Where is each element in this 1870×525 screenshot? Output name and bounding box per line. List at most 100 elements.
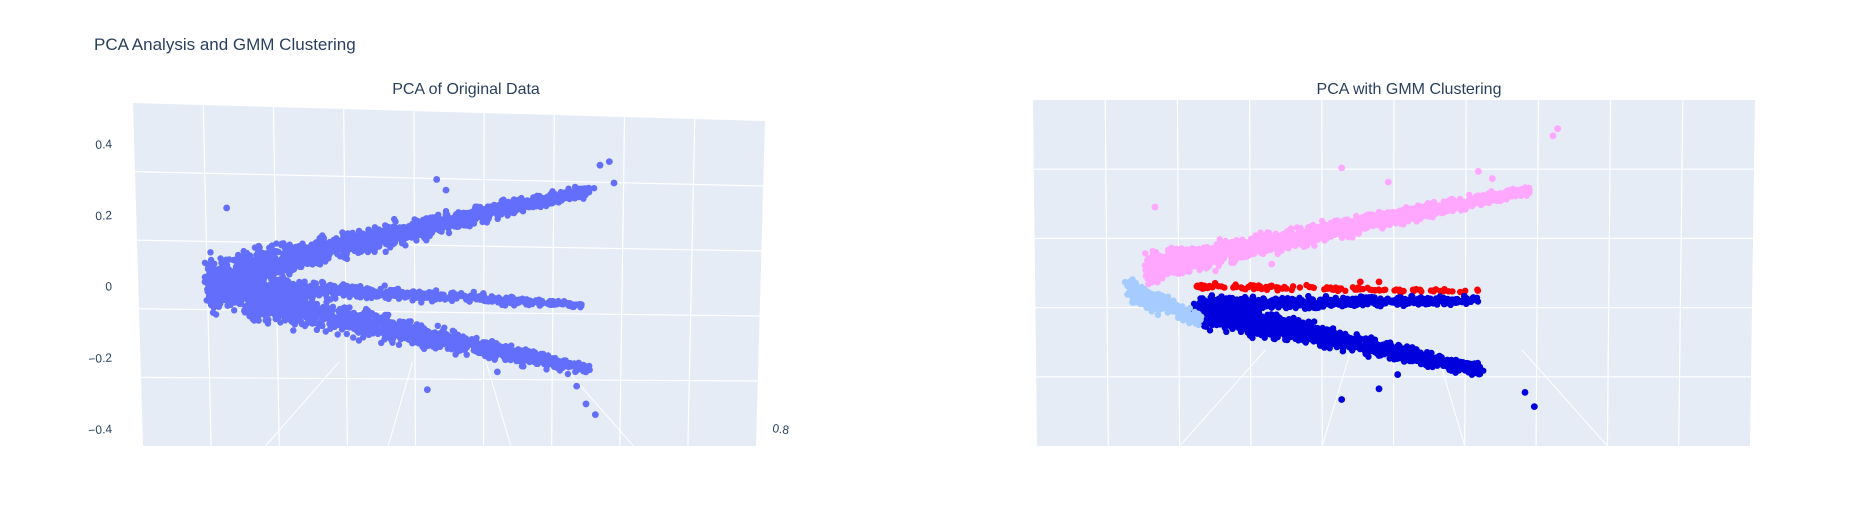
scatter-point	[235, 263, 243, 270]
scatter-point	[547, 301, 554, 309]
scatter-point	[273, 248, 280, 255]
scatter-point	[392, 218, 399, 225]
scatter-point	[502, 356, 509, 363]
scatter-point	[269, 281, 276, 288]
scatter-point	[268, 254, 276, 261]
scatter-point	[551, 196, 558, 203]
scene-back-wall	[133, 103, 765, 446]
scatter-point	[460, 209, 467, 216]
grid-line	[136, 239, 762, 252]
scatter-point	[345, 237, 352, 244]
scatter-point	[300, 301, 307, 308]
scatter-point	[334, 331, 341, 338]
scatter-point	[234, 288, 242, 295]
scatter-point	[268, 260, 275, 267]
scatter-point	[343, 330, 350, 338]
scatter-point	[397, 225, 404, 232]
scatter-point	[251, 305, 258, 313]
x-axis-ticks: 0.8	[772, 421, 791, 437]
scatter-point	[438, 228, 445, 235]
scatter-point	[559, 301, 566, 308]
scatter-point	[488, 338, 496, 345]
scatter-point	[261, 252, 268, 259]
scatter-point	[279, 278, 287, 285]
scatter-point	[590, 185, 598, 192]
scatter-point	[380, 326, 387, 333]
scatter-point	[461, 292, 468, 299]
scatter-point	[454, 331, 462, 338]
scatter-point	[522, 297, 530, 305]
scatter-point	[405, 324, 412, 331]
grid-line	[140, 376, 758, 382]
grid-line	[482, 112, 485, 447]
scatter-point	[512, 206, 520, 213]
figure-title: PCA Analysis and GMM Clustering	[94, 35, 356, 54]
scatter-point	[306, 253, 313, 260]
scatter-point	[353, 241, 361, 248]
scatter-point	[211, 294, 219, 301]
scatter-point	[313, 311, 320, 318]
scatter-point	[346, 242, 353, 250]
scatter-point	[582, 400, 590, 408]
grid-line	[687, 118, 696, 447]
grid-line	[485, 361, 512, 447]
scatter-point	[583, 363, 590, 370]
scatter-point	[377, 289, 384, 296]
scatter-point	[357, 314, 365, 321]
scatter-point	[293, 253, 300, 260]
scatter-point	[596, 161, 604, 169]
scatter-point	[346, 304, 353, 311]
scatter-point	[557, 358, 565, 365]
grid-line	[559, 361, 634, 447]
scatter-point	[246, 270, 254, 277]
scatter-point	[241, 307, 248, 314]
scatter-point	[510, 197, 517, 205]
z-tick-label: 0.2	[95, 208, 113, 223]
scatter-point	[435, 211, 442, 218]
scatter-point	[441, 324, 448, 331]
scatter-point	[287, 284, 294, 291]
scatter-point	[246, 253, 254, 260]
scatter-point	[224, 298, 231, 305]
scatter-point	[294, 285, 301, 292]
scatter-point	[343, 255, 351, 263]
scatter-point	[266, 302, 273, 309]
scatter-point	[305, 290, 313, 297]
scatter-point	[550, 361, 558, 368]
scatter-point	[257, 275, 264, 282]
scatter-point	[418, 292, 425, 299]
scatter-point	[359, 232, 367, 240]
scatter-point	[272, 313, 280, 320]
scatter-point	[582, 191, 589, 198]
scatter-point	[430, 224, 437, 232]
scatter-point	[396, 323, 404, 330]
scatter-point	[362, 305, 370, 313]
scatter-point	[359, 286, 367, 293]
z-tick-label: −0.4	[88, 422, 113, 438]
scatter-point	[237, 279, 244, 286]
scatter-point	[305, 244, 312, 251]
scatter-point	[299, 260, 306, 267]
scatter-point	[479, 290, 487, 297]
scatter-point	[339, 313, 346, 320]
scatter-point	[336, 305, 344, 313]
scene-grid	[134, 104, 764, 447]
scatter-point	[462, 335, 470, 342]
scatter-point	[530, 354, 537, 361]
scatter-point	[237, 271, 245, 279]
scatter-point	[260, 307, 268, 314]
scatter-point	[565, 190, 573, 197]
scatter-point	[518, 349, 525, 356]
scatter-point	[417, 333, 425, 341]
scatter-point	[312, 280, 319, 288]
scatter-point	[365, 328, 372, 336]
scatter-point	[498, 197, 506, 205]
scatter-point	[493, 368, 501, 376]
scatter-point	[395, 341, 403, 348]
scatter-point	[281, 261, 288, 268]
scatter-point	[345, 231, 353, 238]
subplot-title: PCA of Original Data	[392, 81, 540, 98]
scatter-point	[610, 179, 618, 187]
scatter-point	[319, 245, 327, 252]
scatter-point	[486, 211, 493, 219]
